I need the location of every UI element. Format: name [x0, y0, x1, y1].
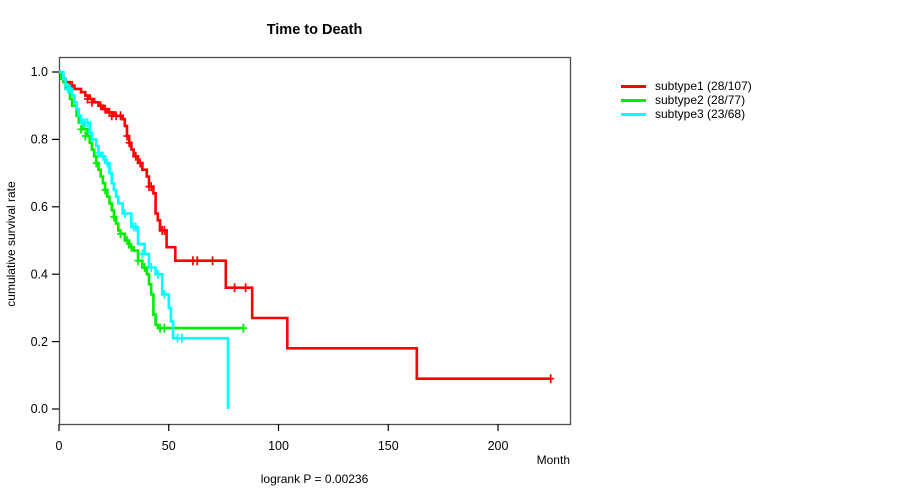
legend-line-swatch — [621, 84, 646, 88]
x-tick-label: 0 — [56, 439, 63, 453]
x-tick-label: 200 — [488, 439, 509, 453]
survival-curve-2 — [59, 70, 244, 330]
y-tick-label: 0.4 — [31, 267, 48, 281]
plot-box — [58, 56, 572, 426]
x-tick-label: 150 — [378, 439, 399, 453]
y-tick-label: 0.0 — [31, 402, 48, 416]
y-tick-label: 1.0 — [31, 65, 48, 79]
x-tick-label: 50 — [162, 439, 176, 453]
legend-line-swatch — [621, 98, 646, 102]
legend-item-3: subtype3 (23/68) — [621, 107, 752, 121]
legend-line-swatch — [621, 112, 646, 116]
y-tick-label: 0.6 — [31, 200, 48, 214]
x-tick-label: 100 — [268, 439, 289, 453]
legend-label: subtype1 (28/107) — [655, 79, 752, 93]
y-tick-label: 0.8 — [31, 133, 48, 147]
y-tick-label: 0.2 — [31, 335, 48, 349]
legend-label: subtype3 (23/68) — [655, 107, 746, 121]
censor-marks-3 — [64, 84, 186, 343]
x-axis-title: Month — [536, 453, 570, 467]
legend-item-2: subtype2 (28/77) — [621, 93, 752, 107]
legend-item-1: subtype1 (28/107) — [621, 79, 752, 93]
logrank-pvalue-annotation: logrank P = 0.00236 — [260, 472, 369, 486]
legend-label: subtype2 (28/77) — [655, 93, 746, 107]
legend: subtype1 (28/107) subtype2 (28/77) subtype… — [621, 79, 752, 121]
y-axis-title: cumulative survival rate — [4, 181, 18, 307]
chart-title: Time to Death — [266, 22, 363, 38]
